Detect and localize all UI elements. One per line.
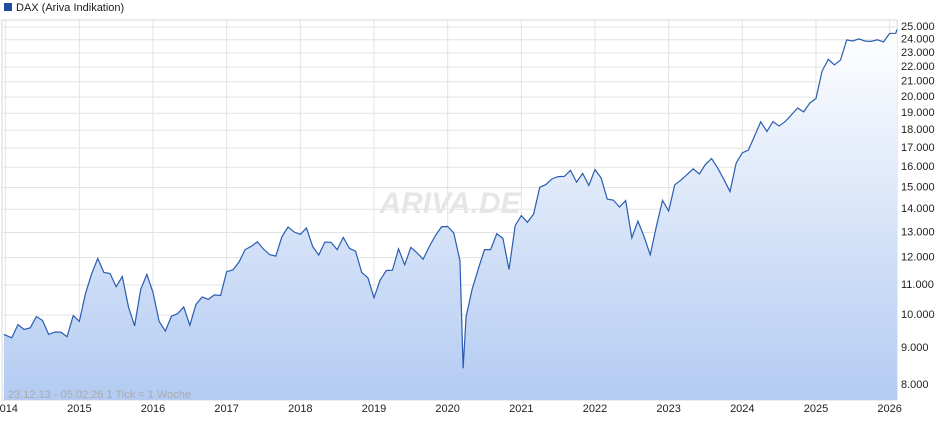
y-tick-label: 22.000 xyxy=(901,61,935,73)
x-tick-label: 2018 xyxy=(288,403,312,415)
x-tick-label: 2022 xyxy=(583,403,607,415)
x-tick-label: 2016 xyxy=(141,403,165,415)
y-tick-label: 8.000 xyxy=(901,379,929,391)
y-tick-label: 21.000 xyxy=(901,76,935,88)
y-tick-label: 15.000 xyxy=(901,181,935,193)
x-tick-label: 2025 xyxy=(804,403,828,415)
x-tick-label: 2019 xyxy=(362,403,386,415)
x-tick-label: 2017 xyxy=(214,403,238,415)
area xyxy=(3,29,897,401)
y-tick-label: 9.000 xyxy=(901,342,929,354)
x-tick-label: 2021 xyxy=(509,403,533,415)
x-tick-label: 2020 xyxy=(435,403,459,415)
y-tick-label: 25.000 xyxy=(901,21,935,33)
y-tick-label: 19.000 xyxy=(901,107,935,119)
y-tick-label: 20.000 xyxy=(901,91,935,103)
annotation: 23.12.13 - 05.02.26 1 Tick = 1 Woche xyxy=(8,389,191,401)
y-tick-label: 13.000 xyxy=(901,226,935,238)
y-tick-label: 10.000 xyxy=(901,309,935,321)
x-tick-label: 2026 xyxy=(877,403,901,415)
y-tick-label: 12.000 xyxy=(901,252,935,264)
x-tick-label: 2014 xyxy=(0,403,18,415)
y-tick-label: 18.000 xyxy=(901,124,935,136)
x-tick-label: 2015 xyxy=(67,403,91,415)
y-tick-label: 14.000 xyxy=(901,203,935,215)
y-tick-label: 17.000 xyxy=(901,142,935,154)
y-tick-label: 11.000 xyxy=(901,279,934,291)
x-tick-label: 2023 xyxy=(656,403,680,415)
y-tick-label: 24.000 xyxy=(901,34,935,46)
y-tick-label: 16.000 xyxy=(901,161,935,173)
x-tick-label: 2024 xyxy=(730,403,754,415)
legend-swatch xyxy=(4,3,12,11)
y-tick-label: 23.000 xyxy=(901,47,935,59)
watermark: ARIVA.DE xyxy=(378,187,521,220)
legend-label: DAX (Ariva Indikation) xyxy=(16,2,124,14)
line xyxy=(3,29,898,369)
